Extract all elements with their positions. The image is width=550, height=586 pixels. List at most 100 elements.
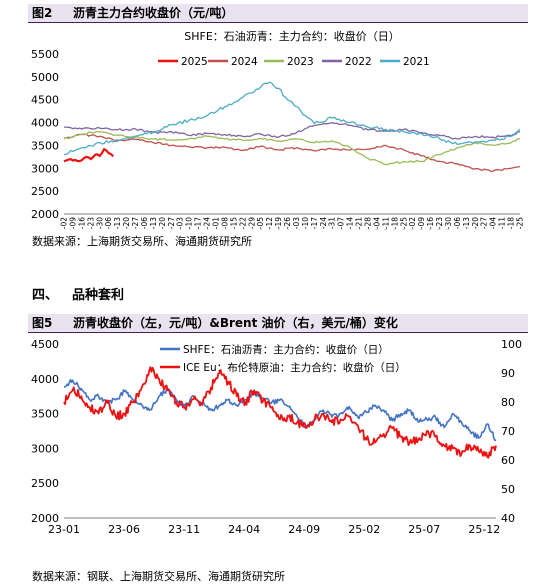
x-tick-label: 06-05 — [256, 217, 265, 230]
x-tick-label: 09-04 — [372, 217, 381, 230]
y-left-tick-label: 2000 — [31, 512, 59, 525]
x-tick-label: 10-16 — [426, 217, 435, 230]
figure-2-header: 图5 沥青收盘价（左，元/吨）&Brent 油价（右，美元/桶）变化 — [28, 314, 528, 333]
x-tick-label: 25-12 — [468, 523, 500, 536]
legend-label-2021: 2021 — [403, 56, 430, 68]
x-tick-label: 01-16 — [77, 217, 86, 230]
x-tick-label: 01-02 — [60, 217, 69, 230]
y-tick-label: 2500 — [31, 185, 59, 198]
x-tick-label: 02-13 — [113, 217, 122, 230]
figure-1-header: 图2 沥青主力合约收盘价（元/吨） — [28, 4, 528, 23]
x-tick-label: 05-08 — [220, 217, 229, 230]
x-tick-label: 04-24 — [203, 217, 212, 230]
x-tick-label: 04-10 — [185, 217, 194, 230]
x-tick-label: 03-20 — [158, 217, 167, 230]
x-tick-label: 23-01 — [48, 523, 80, 536]
x-tick-label: 03-27 — [167, 217, 176, 230]
y-right-tick-label: 60 — [501, 454, 515, 467]
legend-label-2023: 2023 — [287, 56, 314, 68]
chart-1-title: SHFE：石油沥青：主力合约：收盘价（日） — [184, 29, 400, 43]
x-tick-label: 01-09 — [68, 217, 77, 230]
legend-label-2022: 2022 — [345, 56, 372, 68]
series-line-2024 — [63, 133, 521, 173]
y-right-tick-label: 50 — [501, 483, 515, 496]
x-tick-label: 12-18 — [507, 217, 516, 230]
x-tick-label: 07-03 — [292, 217, 301, 230]
y-tick-label: 2000 — [31, 208, 59, 221]
x-tick-label: 11-27 — [480, 217, 489, 230]
x-tick-label: 11-06 — [453, 217, 462, 230]
legend-label-2025: 2025 — [181, 56, 208, 68]
section-title: 品种套利 — [72, 288, 125, 303]
x-tick-label: 10-02 — [408, 217, 417, 230]
x-tick-label: 07-31 — [328, 217, 337, 230]
figure-1-source: 数据来源：上海期货交易所、海通期货研究所 — [32, 235, 252, 248]
y-right-tick-label: 100 — [501, 338, 522, 351]
series-line-2025 — [63, 148, 114, 163]
x-tick-label: 08-14 — [346, 217, 355, 230]
x-tick-label: 08-07 — [337, 217, 346, 230]
y-right-tick-label: 70 — [501, 425, 515, 438]
y-right-tick-label: 40 — [501, 512, 515, 525]
figure-2-number: 图5 — [32, 316, 53, 330]
x-tick-label: 24-09 — [288, 523, 320, 536]
x-tick-label: 23-11 — [168, 523, 200, 536]
x-tick-label: 05-29 — [247, 217, 256, 230]
y-tick-label: 4000 — [31, 117, 59, 130]
x-tick-label: 04-03 — [176, 217, 185, 230]
x-tick-label: 06-19 — [274, 217, 283, 230]
figure-1-title: 沥青主力合约收盘价（元/吨） — [73, 6, 234, 20]
x-tick-label: 09-11 — [381, 217, 390, 230]
x-tick-label: 09-25 — [399, 217, 408, 230]
y-left-tick-label: 4500 — [31, 338, 59, 351]
x-tick-label: 25-07 — [408, 523, 440, 536]
x-tick-label: 11-13 — [462, 217, 471, 230]
series-line-brent — [63, 366, 497, 459]
x-tick-label: 23-06 — [108, 523, 140, 536]
section-number: 四、 — [32, 288, 59, 303]
x-tick-label: 05-15 — [229, 217, 238, 230]
figure-1-chart: SHFE：石油沥青：主力合约：收盘价（日） 2025 2024 2023 2022 202… — [31, 29, 525, 230]
x-tick-label: 02-06 — [104, 217, 113, 230]
legend-label-2024: 2024 — [231, 56, 258, 68]
y-tick-label: 3500 — [31, 139, 59, 152]
series-line-2022 — [64, 121, 521, 140]
x-tick-label: 24-04 — [228, 523, 260, 536]
x-tick-label: 08-21 — [355, 217, 364, 230]
x-tick-label: 02-20 — [122, 217, 131, 230]
x-tick-label: 01-30 — [95, 217, 104, 230]
x-tick-label: 05-22 — [238, 217, 247, 230]
y-tick-label: 5500 — [31, 48, 59, 61]
y-left-tick-label: 4000 — [31, 373, 59, 386]
x-tick-label: 11-20 — [471, 217, 480, 230]
y-left-tick-label: 3500 — [31, 408, 59, 421]
figure-2-source: 数据来源：钢联、上海期货交易所、海通期货研究所 — [32, 570, 285, 583]
x-tick-label: 03-13 — [149, 217, 158, 230]
y-right-tick-label: 80 — [501, 396, 515, 409]
x-tick-label: 08-28 — [364, 217, 373, 230]
figure-2-title: 沥青收盘价（左，元/吨）&Brent 油价（右，美元/桶）变化 — [73, 316, 398, 330]
series-line-2021 — [63, 81, 521, 156]
y-left-tick-label: 2500 — [31, 477, 59, 490]
x-tick-label: 07-10 — [301, 217, 310, 230]
x-tick-label: 07-24 — [319, 217, 328, 230]
x-tick-label: 12-11 — [498, 217, 507, 230]
y-tick-label: 5000 — [31, 71, 59, 84]
series-line-2023 — [63, 130, 521, 166]
x-tick-label: 25-02 — [348, 523, 380, 536]
x-tick-label: 10-23 — [435, 217, 444, 230]
x-tick-label: 02-27 — [131, 217, 140, 230]
legend-label-shfe: SHFE：石油沥青：主力合约：收盘价（日） — [183, 343, 389, 356]
y-tick-label: 3000 — [31, 162, 59, 175]
x-tick-label: 12-25 — [516, 217, 525, 230]
legend-label-brent: ICE Eu：布伦特原油：主力合约：收盘价（日） — [183, 361, 406, 374]
x-tick-label: 07-17 — [310, 217, 319, 230]
section-heading: 四、 品种套利 — [32, 284, 124, 303]
x-tick-label: 10-09 — [417, 217, 426, 230]
y-tick-label: 4500 — [31, 94, 59, 107]
x-tick-label: 05-01 — [212, 217, 221, 230]
x-tick-label: 06-26 — [283, 217, 292, 230]
x-tick-label: 06-12 — [265, 217, 274, 230]
x-tick-label: 03-06 — [140, 217, 149, 230]
y-left-tick-label: 3000 — [31, 442, 59, 455]
